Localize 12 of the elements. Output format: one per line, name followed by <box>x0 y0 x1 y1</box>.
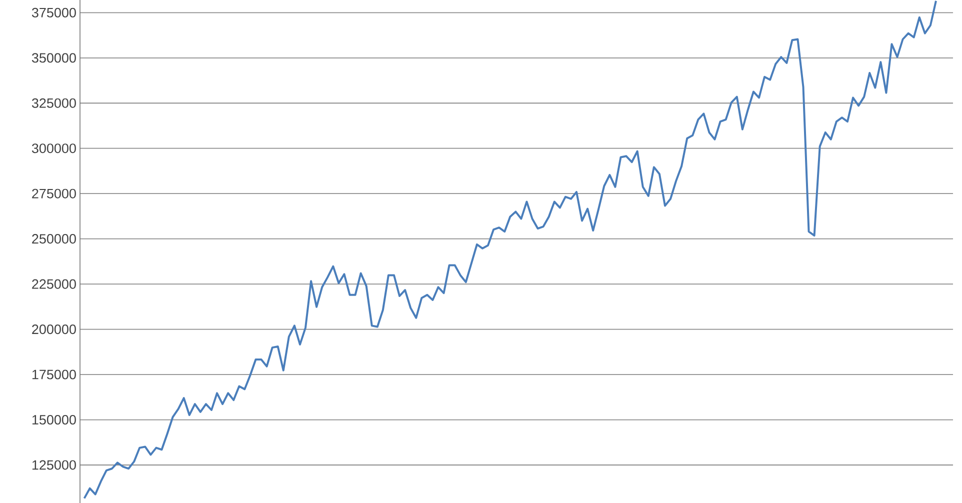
line-series <box>83 0 937 500</box>
y-tick-label: 150000 <box>32 414 76 425</box>
y-tick-label: 350000 <box>32 53 76 63</box>
y-tick-label: 375000 <box>32 8 76 18</box>
y-tick-label: 325000 <box>32 98 76 108</box>
y-tick-label: 125000 <box>32 460 76 470</box>
y-tick-label: 175000 <box>32 370 76 380</box>
y-tick-label: 300000 <box>32 144 76 154</box>
y-tick-label: 275000 <box>32 188 76 198</box>
y-tick-label: 200000 <box>32 324 76 334</box>
y-tick-label: 250000 <box>32 234 76 244</box>
y-tick-label: 225000 <box>32 279 76 289</box>
